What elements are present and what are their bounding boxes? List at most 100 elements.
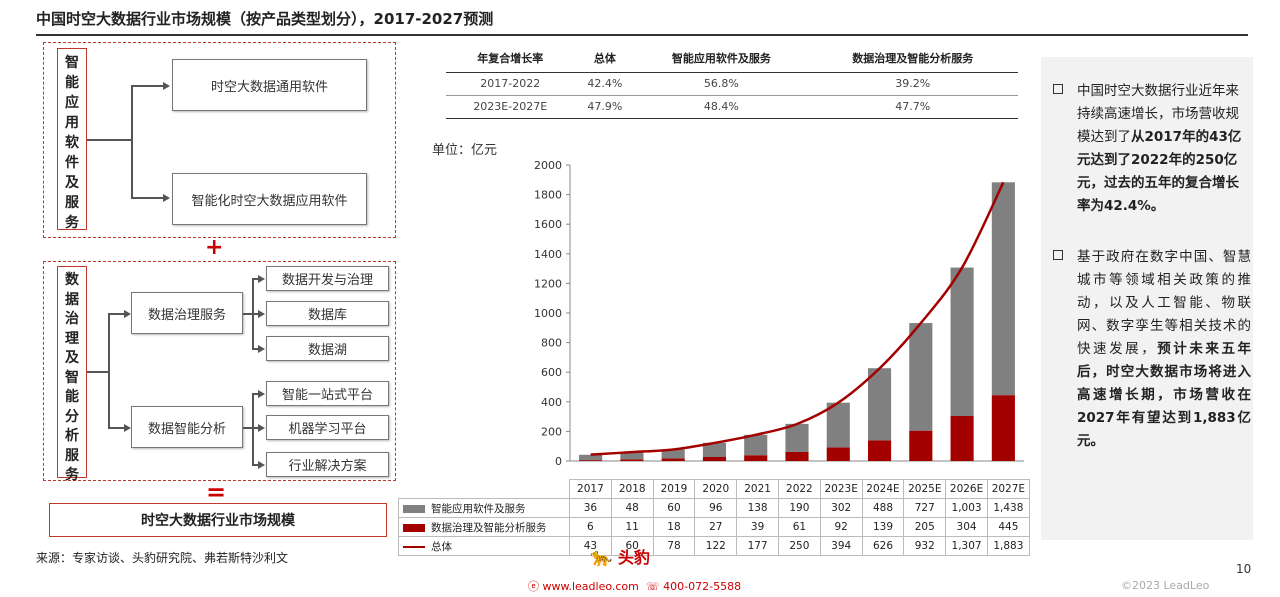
data-cell: 11 <box>610 517 654 537</box>
cagr-header: 智能应用软件及服务 <box>635 44 808 73</box>
arrow <box>258 461 265 469</box>
connector <box>108 427 125 429</box>
cagr-header: 数据治理及智能分析服务 <box>807 44 1018 73</box>
node-data-intelligence: 数据智能分析 <box>131 406 243 448</box>
connector <box>131 85 164 87</box>
data-cell: 6 <box>569 517 612 537</box>
data-cell: 27 <box>694 517 738 537</box>
page-title: 中国时空大数据行业市场规模（按产品类型划分），2017-2027预测 <box>36 10 494 28</box>
data-cell: 60 <box>652 498 696 518</box>
arrow <box>258 424 265 432</box>
data-cell: 190 <box>777 498 821 518</box>
y-tick-label: 400 <box>541 396 562 409</box>
cagr-cell: 47.7% <box>807 95 1018 119</box>
checkbox-bullet-icon <box>1053 84 1063 94</box>
arrow <box>258 310 265 318</box>
data-cell: 1,003 <box>945 498 988 518</box>
data-cell: 488 <box>861 498 905 518</box>
bar-governance <box>661 458 685 461</box>
data-cell: 139 <box>861 517 905 537</box>
bar-software <box>826 402 850 448</box>
bar-governance <box>702 457 727 461</box>
cagr-cell: 48.4% <box>635 95 808 119</box>
data-cell: 18 <box>652 517 696 537</box>
arrow <box>258 275 265 283</box>
data-cell: 205 <box>903 517 947 537</box>
bar-governance <box>867 440 892 461</box>
bar-software <box>620 452 644 460</box>
arrow <box>258 390 265 398</box>
node-data-governance: 数据治理服务 <box>131 292 243 334</box>
cagr-cell: 47.9% <box>574 95 636 119</box>
x-tick-label: 2023E <box>819 479 863 499</box>
data-cell: 445 <box>986 517 1030 537</box>
x-tick-label: 2022 <box>777 479 821 499</box>
data-cell: 1,307 <box>945 536 988 556</box>
arrow <box>124 310 131 318</box>
group1-label: 智能应用软件及服务 <box>57 48 87 231</box>
x-tick-label: 2019 <box>652 479 696 499</box>
unit-label: 单位：亿元 <box>432 143 498 158</box>
copyright: ©2023 LeadLeo <box>1121 579 1210 592</box>
data-cell: 1,883 <box>986 536 1030 556</box>
data-cell: 626 <box>861 536 905 556</box>
group2-frame <box>43 261 396 481</box>
website-link[interactable]: www.leadleo.com <box>542 580 639 593</box>
arrow <box>163 194 170 202</box>
phone-icon: ☏ <box>645 580 660 593</box>
data-cell: 250 <box>777 536 821 556</box>
bar-governance <box>826 447 850 461</box>
node-general-software: 时空大数据通用软件 <box>172 59 367 111</box>
connector <box>243 427 253 429</box>
bar-governance <box>950 416 974 461</box>
bar-governance <box>620 459 644 461</box>
node-intelligent-software: 智能化时空大数据应用软件 <box>172 173 367 225</box>
node-dev-governance: 数据开发与治理 <box>266 266 389 291</box>
connector <box>252 393 254 465</box>
cagr-table: 年复合增长率 总体 智能应用软件及服务 数据治理及智能分析服务 2017-202… <box>446 44 1018 119</box>
data-cell: 78 <box>652 536 696 556</box>
bar-software <box>867 368 892 441</box>
data-cell: 39 <box>736 517 779 537</box>
bar-software <box>785 423 809 452</box>
bar-software <box>950 267 974 417</box>
x-tick-label: 2018 <box>610 479 654 499</box>
brand-logo: 🐆 头豹 <box>590 547 651 568</box>
data-cell: 36 <box>569 498 612 518</box>
connector <box>87 139 132 141</box>
y-tick-label: 1800 <box>534 189 562 202</box>
cagr-cell: 56.8% <box>635 72 808 96</box>
data-cell: 177 <box>736 536 779 556</box>
stacked-bar-chart: 0 200 400 600 800 1000 1200 1400 1600 1800 2000 <box>534 159 1024 468</box>
group1-frame <box>43 42 396 238</box>
equal-sign: = <box>206 478 227 506</box>
y-tick-label: 1200 <box>534 277 562 290</box>
arrow <box>163 82 170 90</box>
data-cell: 932 <box>903 536 947 556</box>
x-tick-label: 2025E <box>903 479 947 499</box>
x-tick-label: 2021 <box>736 479 779 499</box>
x-tick-label: 2017 <box>569 479 612 499</box>
connector <box>252 278 259 280</box>
page-number: 10 <box>1236 562 1252 576</box>
result-box: 时空大数据行业市场规模 <box>49 503 387 537</box>
bar-governance <box>744 455 768 461</box>
x-tick-label: 2026E <box>945 479 988 499</box>
connector <box>252 427 259 429</box>
bar-software <box>702 442 727 458</box>
bar-governance <box>579 460 603 461</box>
footer-contact: ⓔ www.leadleo.com ☏ 400-072-5588 <box>528 580 742 593</box>
data-cell: 61 <box>777 517 821 537</box>
data-cell: 304 <box>945 517 988 537</box>
connector <box>243 313 253 315</box>
y-tick-label: 800 <box>541 337 562 350</box>
bar-software <box>991 182 1015 396</box>
y-tick-label: 1000 <box>534 307 562 320</box>
cagr-header: 年复合增长率 <box>446 44 575 73</box>
source-note: 来源：专家访谈、头豹研究院、弗若斯特沙利文 <box>36 551 289 565</box>
data-cell: 96 <box>694 498 738 518</box>
cagr-cell: 2023E-2027E <box>446 95 575 119</box>
data-table: 2017 2018 2019 2020 2021 2022 2023E 2024E 2025E 2… <box>398 479 1030 556</box>
data-cell: 394 <box>819 536 863 556</box>
node-ml-platform: 机器学习平台 <box>266 415 389 440</box>
